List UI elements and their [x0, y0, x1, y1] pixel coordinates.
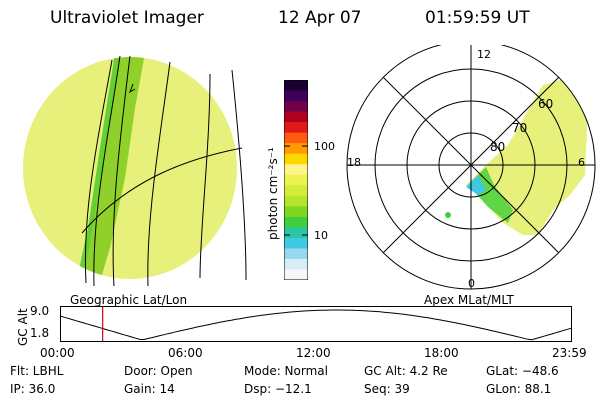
geo-panel-caption: Geographic Lat/Lon — [70, 293, 188, 307]
info-gc-alt: GC Alt: 4.2 Re — [364, 364, 448, 378]
colorbar-cell — [284, 248, 308, 260]
altitude-plot — [60, 306, 572, 342]
colorbar — [284, 80, 308, 280]
colorbar-tick-100: 100 — [314, 140, 335, 153]
colorbar-cell — [284, 227, 308, 239]
info-flt: Flt: LBHL — [10, 364, 64, 378]
info-dsp: Dsp: −12.1 — [244, 382, 312, 396]
mlt-label-12: 12 — [477, 48, 491, 61]
time-tick-1200: 12:00 — [296, 346, 331, 360]
earth-disk — [23, 57, 237, 279]
geographic-image — [23, 55, 247, 287]
info-glon: GLon: 88.1 — [486, 382, 552, 396]
direction-arrow-icon — [129, 83, 136, 94]
time-tick-2359: 23:59 — [552, 346, 587, 360]
time-tick-1800: 18:00 — [424, 346, 459, 360]
colorbar-cell — [284, 101, 308, 113]
altitude-ytick-low: 1.8 — [30, 326, 50, 340]
info-glat: GLat: −48.6 — [486, 364, 559, 378]
colorbar-cell — [284, 185, 308, 197]
time-tick-0600: 06:00 — [168, 346, 203, 360]
colorbar-tick-10: 10 — [314, 229, 328, 242]
colorbar-cell — [284, 90, 308, 102]
time-label: 01:59:59 UT — [425, 8, 530, 28]
colorbar-cell — [284, 164, 308, 176]
info-gain: Gain: 14 — [124, 382, 175, 396]
colorbar-cell — [284, 143, 308, 155]
info-ip: IP: 36.0 — [10, 382, 56, 396]
colorbar-cell — [284, 269, 308, 280]
colorbar-cell — [284, 216, 308, 228]
mlat-label-60: 60 — [538, 97, 554, 111]
colorbar-unit-label: photon cm⁻²s⁻¹ — [266, 147, 280, 240]
date-label: 12 Apr 07 — [278, 8, 362, 28]
mlat-label-70: 70 — [512, 121, 528, 135]
mlt-label-18: 18 — [347, 156, 361, 169]
colorbar-cell — [284, 122, 308, 134]
aurora-spot — [445, 212, 451, 218]
altitude-curve — [60, 309, 572, 341]
polar-grid — [346, 45, 596, 290]
colorbar-cell — [284, 206, 308, 218]
polar-plot — [346, 45, 596, 290]
mlat-label-80: 80 — [490, 140, 506, 154]
altitude-axis-label: GC Alt — [16, 308, 30, 346]
info-seq: Seq: 39 — [364, 382, 410, 396]
instrument-title: Ultraviolet Imager — [50, 8, 204, 28]
info-mode: Mode: Normal — [244, 364, 328, 378]
colorbar-cell — [284, 153, 308, 165]
colorbar-cell — [284, 132, 308, 144]
geo-grid-lines — [81, 55, 247, 287]
altitude-ytick-high: 9.0 — [30, 304, 50, 318]
polar-panel-caption: Apex MLat/MLT — [424, 293, 514, 307]
time-tick-0000: 00:00 — [40, 346, 75, 360]
colorbar-cell — [284, 258, 308, 270]
colorbar-cell — [284, 174, 308, 186]
colorbar-cell — [284, 195, 308, 207]
colorbar-cell — [284, 237, 308, 249]
info-door: Door: Open — [124, 364, 193, 378]
polar-aurora-region — [466, 75, 588, 235]
mlt-label-6: 6 — [578, 156, 585, 169]
colorbar-cell — [284, 111, 308, 123]
mlt-label-0: 0 — [468, 277, 475, 290]
colorbar-cell — [284, 80, 308, 92]
